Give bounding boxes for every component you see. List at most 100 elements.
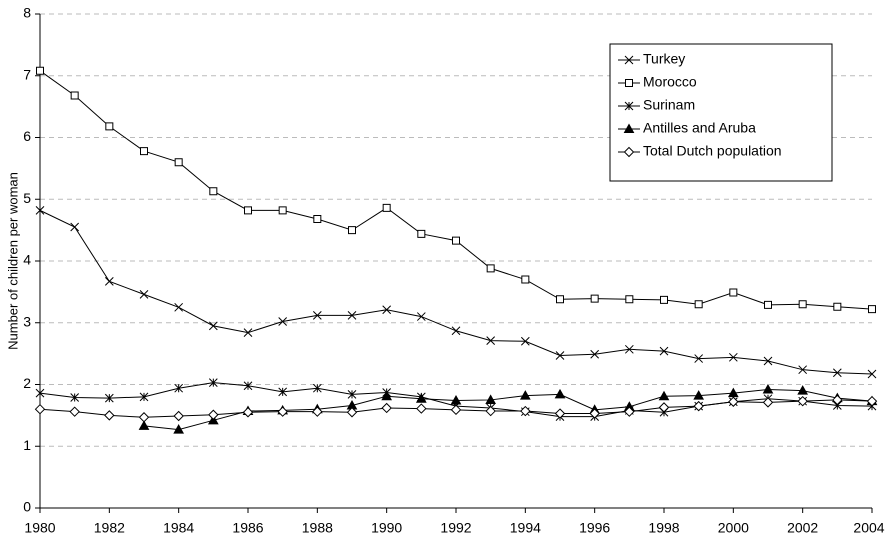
- marker: [312, 406, 323, 417]
- marker: [660, 295, 668, 304]
- y-axis-label: Number of children per woman: [5, 172, 20, 350]
- x-tick-label: 1980: [24, 520, 55, 536]
- marker: [556, 295, 564, 304]
- marker: [797, 385, 809, 395]
- marker: [866, 395, 878, 407]
- marker: [104, 410, 115, 421]
- marker: [277, 406, 288, 417]
- marker: [589, 408, 600, 419]
- legend-marker: [623, 123, 635, 133]
- legend-marker: [623, 146, 635, 158]
- marker: [729, 288, 738, 297]
- marker: [625, 295, 634, 304]
- marker: [243, 381, 253, 391]
- marker: [381, 402, 392, 414]
- legend-marker: [625, 79, 633, 87]
- marker: [694, 300, 703, 309]
- y-tick-label: 8: [23, 5, 31, 21]
- y-tick-label: 4: [23, 252, 31, 268]
- marker: [798, 365, 808, 375]
- marker: [105, 122, 114, 131]
- marker: [798, 300, 807, 309]
- marker: [486, 264, 495, 273]
- marker: [348, 226, 356, 235]
- legend-label: Antilles and Aruba: [643, 120, 756, 136]
- marker: [278, 206, 287, 215]
- marker: [868, 305, 876, 314]
- marker: [416, 403, 427, 414]
- x-tick-label: 1996: [579, 520, 610, 536]
- marker: [624, 406, 635, 417]
- marker: [70, 222, 80, 232]
- marker: [452, 236, 460, 245]
- marker: [70, 393, 80, 402]
- legend-marker: [624, 55, 634, 65]
- marker: [382, 305, 392, 315]
- marker: [70, 91, 79, 100]
- marker: [208, 321, 218, 331]
- x-tick-label: 1992: [440, 520, 471, 536]
- marker: [658, 390, 670, 401]
- marker: [486, 336, 496, 346]
- x-tick-label: 1982: [94, 520, 125, 536]
- marker: [35, 206, 45, 215]
- marker: [278, 317, 288, 326]
- marker: [693, 400, 704, 412]
- marker: [832, 394, 843, 406]
- marker: [244, 206, 252, 215]
- marker: [764, 300, 772, 309]
- marker: [797, 395, 808, 407]
- marker: [139, 392, 149, 402]
- legend-box: [609, 43, 833, 182]
- legend-label: Turkey: [643, 51, 685, 67]
- x-tick-label: 1984: [163, 520, 194, 536]
- marker: [174, 302, 184, 312]
- marker: [554, 388, 566, 399]
- y-tick-label: 1: [23, 437, 31, 453]
- marker: [243, 328, 253, 337]
- marker: [34, 403, 46, 415]
- marker: [520, 336, 530, 346]
- y-tick-label: 2: [23, 375, 31, 391]
- y-tick-label: 6: [23, 128, 31, 144]
- marker: [554, 408, 566, 419]
- marker: [208, 378, 218, 388]
- x-tick-label: 1998: [648, 520, 679, 536]
- marker: [520, 405, 531, 417]
- marker: [451, 326, 461, 336]
- marker: [173, 424, 185, 434]
- marker: [832, 368, 842, 378]
- marker: [728, 396, 739, 407]
- x-tick-label: 1990: [371, 520, 402, 536]
- marker: [728, 352, 738, 362]
- marker: [313, 215, 322, 224]
- y-tick-label: 3: [23, 313, 31, 329]
- marker: [450, 395, 462, 405]
- marker: [209, 187, 218, 196]
- legend-label: Surinam: [643, 97, 695, 113]
- marker: [35, 388, 45, 398]
- marker: [624, 344, 634, 354]
- marker: [242, 407, 254, 418]
- legend-label: Morocco: [643, 74, 697, 90]
- x-tick-label: 1986: [232, 520, 263, 536]
- marker: [417, 229, 426, 238]
- x-tick-label: 2000: [718, 520, 749, 536]
- marker: [138, 412, 150, 423]
- legend-marker: [624, 101, 634, 111]
- marker: [658, 402, 670, 413]
- marker: [485, 405, 496, 417]
- series-line: [143, 388, 873, 431]
- marker: [138, 420, 150, 430]
- marker: [867, 369, 877, 379]
- marker: [346, 407, 358, 418]
- marker: [762, 397, 774, 408]
- marker: [694, 354, 704, 363]
- x-tick-label: 2002: [787, 520, 818, 536]
- marker: [555, 351, 565, 360]
- marker: [763, 356, 773, 366]
- series-line: [39, 209, 873, 375]
- marker: [69, 406, 80, 417]
- marker: [519, 390, 531, 400]
